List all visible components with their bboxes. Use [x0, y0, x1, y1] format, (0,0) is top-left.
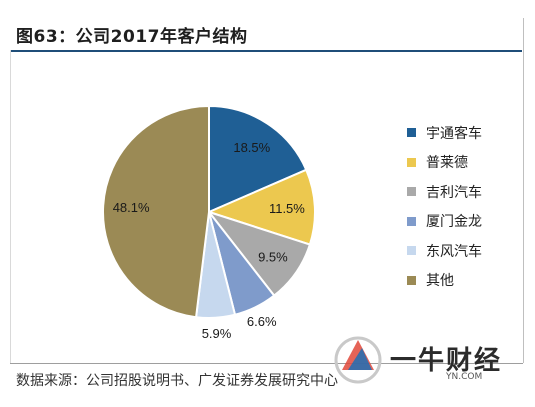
legend-item: 其他: [407, 266, 482, 296]
watermark: 一牛财经 YN.COM: [328, 330, 528, 390]
slice-value-label: 18.5%: [233, 140, 270, 155]
legend-label: 厦门金龙: [426, 214, 482, 231]
slice-value-label: 5.9%: [202, 326, 232, 341]
watermark-text: 一牛财经: [390, 346, 503, 376]
legend-item: 东风汽车: [407, 236, 482, 266]
left-border: [10, 50, 11, 363]
source-note: 数据来源：公司招股说明书、广发证券发展研究中心: [16, 373, 338, 389]
legend-label: 普莱德: [426, 155, 468, 172]
legend-label: 东风汽车: [426, 243, 482, 260]
legend-label: 宇通客车: [426, 125, 482, 142]
legend-item: 厦门金龙: [407, 207, 482, 237]
figure-title: 图63：公司2017年客户结构: [16, 27, 248, 47]
legend-label: 其他: [426, 273, 454, 290]
bottom-rule: [10, 363, 523, 364]
slice-value-label: 11.5%: [269, 201, 305, 216]
legend-swatch: [407, 187, 416, 197]
slice-value-label: 9.5%: [258, 250, 288, 265]
pie-slice-1: [206, 168, 316, 246]
legend-swatch: [407, 128, 416, 138]
legend-swatch: [407, 246, 416, 256]
legend-swatch: [407, 275, 416, 285]
title-bar: 图63：公司2017年客户结构: [10, 18, 522, 52]
slice-value-label: 48.1%: [113, 200, 150, 215]
right-border: [523, 18, 524, 363]
watermark-url: YN.COM: [446, 372, 483, 382]
chart-legend: 宇通客车普莱德吉利汽车厦门金龙东风汽车其他: [407, 118, 482, 295]
watermark-logo-icon: [334, 336, 382, 384]
legend-item: 宇通客车: [407, 118, 482, 148]
slice-value-label: 6.6%: [247, 314, 277, 329]
legend-swatch: [407, 216, 416, 226]
legend-item: 吉利汽车: [407, 177, 482, 207]
legend-swatch: [407, 157, 416, 167]
pie-slice-5: [102, 104, 210, 319]
legend-label: 吉利汽车: [426, 184, 482, 201]
legend-item: 普莱德: [407, 148, 482, 178]
pie-slice-0: [208, 104, 308, 214]
